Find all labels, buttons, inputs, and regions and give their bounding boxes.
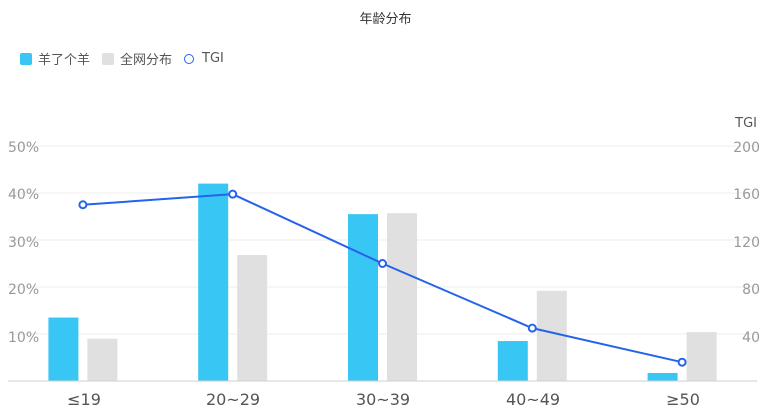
- tgi-line: [82, 193, 683, 364]
- bar-series-2-2[interactable]: [237, 255, 268, 381]
- x-tick-3: 30~39: [356, 390, 410, 409]
- tgi-point-5[interactable]: [677, 357, 687, 367]
- legend-item-series-1[interactable]: 羊了个羊: [20, 49, 90, 68]
- legend-label-series-2: 全网分布: [120, 53, 173, 68]
- legend-label-series-1: 羊了个羊: [38, 53, 91, 68]
- bar-series-1-3[interactable]: [348, 214, 378, 381]
- tgi-point-2[interactable]: [228, 189, 238, 199]
- y-right-tick-80: 80: [742, 282, 760, 298]
- legend-marker-tgi: [184, 53, 195, 64]
- chart-title: 年龄分布: [359, 12, 412, 27]
- legend-label-tgi: TGI: [202, 51, 224, 66]
- legend-item-series-2[interactable]: 全网分布: [102, 49, 172, 68]
- y-right-tick-200: 200: [733, 140, 760, 156]
- legend-item-tgi[interactable]: TGI: [184, 51, 224, 66]
- legend-swatch-series-2: [102, 52, 115, 65]
- legend: 羊了个羊 全网分布 TGI: [20, 49, 236, 68]
- tgi-point-1[interactable]: [78, 200, 88, 210]
- y-left-tick-10: 10%: [8, 330, 39, 346]
- bar-series-2-5[interactable]: [686, 332, 717, 381]
- x-tick-4: 40~49: [506, 390, 560, 409]
- x-tick-1: ≤19: [67, 390, 101, 409]
- tgi-point-4[interactable]: [527, 323, 537, 333]
- bar-series-2-4[interactable]: [536, 290, 567, 381]
- grid-lines: [8, 145, 757, 335]
- y-left-tick-20: 20%: [8, 282, 39, 298]
- bar-series-1-4[interactable]: [497, 341, 528, 381]
- tgi-point-3[interactable]: [378, 259, 387, 268]
- x-tick-5: ≥50: [666, 390, 700, 409]
- bar-series-1-1[interactable]: [48, 317, 79, 381]
- bar-series-1-5[interactable]: [647, 373, 678, 381]
- legend-swatch-series-1: [20, 52, 32, 65]
- y-left-tick-50: 50%: [8, 140, 39, 156]
- y-left-tick-30: 30%: [8, 235, 39, 251]
- right-axis-title: TGI: [734, 116, 757, 131]
- y-right-tick-40: 40: [742, 330, 760, 346]
- bar-series-1-2[interactable]: [198, 183, 229, 381]
- x-tick-2: 20~29: [206, 390, 260, 409]
- bar-series-2-1[interactable]: [87, 338, 118, 381]
- y-left-tick-40: 40%: [8, 187, 39, 203]
- bar-series-2-3[interactable]: [387, 213, 417, 381]
- y-right-tick-120: 120: [733, 235, 760, 251]
- y-right-tick-160: 160: [733, 187, 760, 203]
